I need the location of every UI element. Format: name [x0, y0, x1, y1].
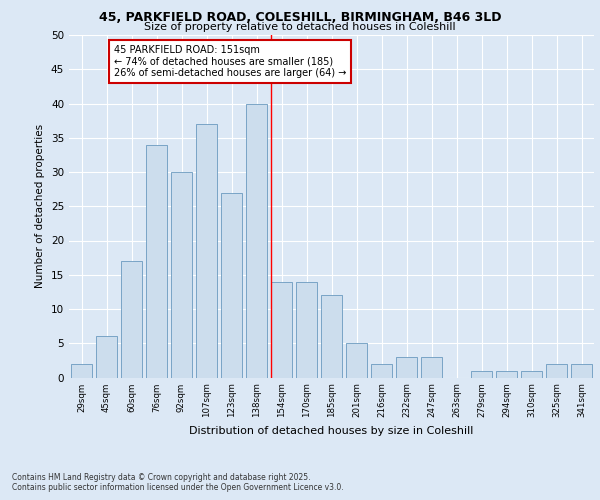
Bar [521, 370, 542, 378]
Bar [321, 296, 342, 378]
Text: Contains HM Land Registry data © Crown copyright and database right 2025.: Contains HM Land Registry data © Crown c… [12, 472, 311, 482]
Bar [96, 336, 117, 378]
X-axis label: Distribution of detached houses by size in Coleshill: Distribution of detached houses by size … [190, 426, 473, 436]
Bar [271, 282, 292, 378]
Bar [396, 357, 417, 378]
Bar [171, 172, 192, 378]
Bar [346, 343, 367, 378]
Bar [371, 364, 392, 378]
Bar [221, 192, 242, 378]
Bar [196, 124, 217, 378]
Bar [296, 282, 317, 378]
Bar [471, 370, 492, 378]
Bar [246, 104, 267, 378]
Text: 45, PARKFIELD ROAD, COLESHILL, BIRMINGHAM, B46 3LD: 45, PARKFIELD ROAD, COLESHILL, BIRMINGHA… [99, 11, 501, 24]
Text: Size of property relative to detached houses in Coleshill: Size of property relative to detached ho… [144, 22, 456, 32]
Text: 45 PARKFIELD ROAD: 151sqm
← 74% of detached houses are smaller (185)
26% of semi: 45 PARKFIELD ROAD: 151sqm ← 74% of detac… [114, 46, 346, 78]
Text: Contains public sector information licensed under the Open Government Licence v3: Contains public sector information licen… [12, 484, 344, 492]
Y-axis label: Number of detached properties: Number of detached properties [35, 124, 46, 288]
Bar [71, 364, 92, 378]
Bar [121, 261, 142, 378]
Bar [571, 364, 592, 378]
Bar [146, 144, 167, 378]
Bar [496, 370, 517, 378]
Bar [421, 357, 442, 378]
Bar [546, 364, 567, 378]
